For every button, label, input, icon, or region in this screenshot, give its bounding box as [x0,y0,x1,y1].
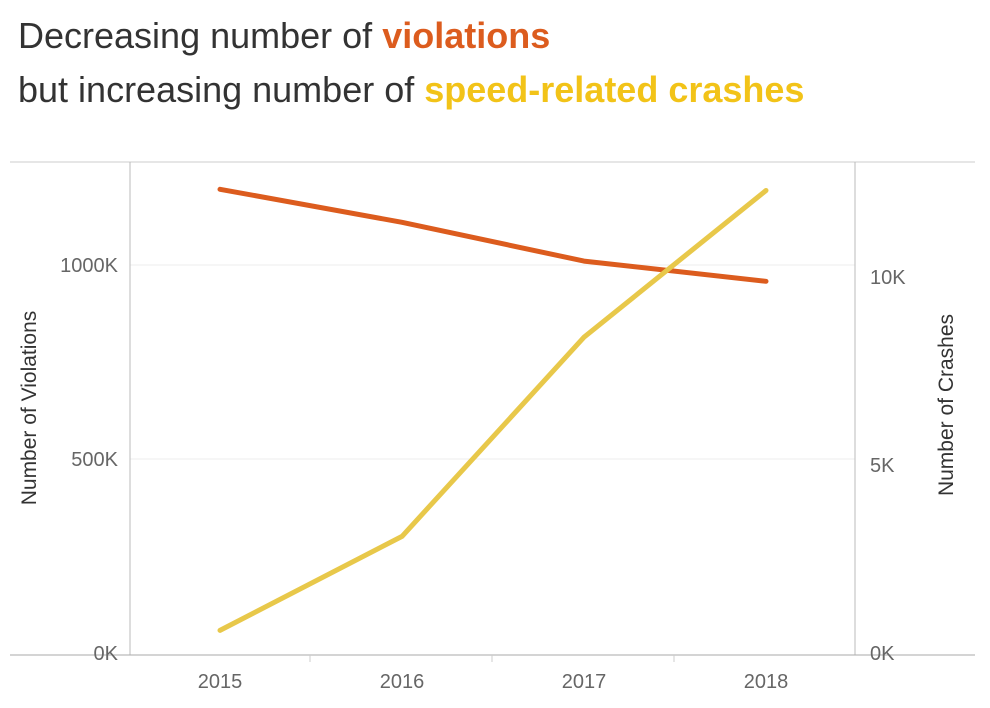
chart-title-line-2: but increasing number of speed-related c… [18,72,804,108]
right-tick-label: 0K [870,643,895,665]
x-axis-ticks: 2015 2016 2017 2018 [198,655,789,693]
right-axis-title: Number of Crashes [935,314,958,496]
right-tick-label: 10K [870,267,906,289]
title-crashes-highlight: speed-related crashes [424,69,805,110]
left-tick-label: 500K [71,449,118,471]
left-tick-label: 0K [94,643,119,665]
left-tick-label: 1000K [60,255,118,277]
title-violations-highlight: violations [382,15,551,56]
series-line-violations [217,186,769,284]
title-line-1-prefix: Decreasing number of [18,15,383,56]
x-tick-label: 2017 [562,671,607,693]
series-line-crashes [217,188,769,633]
right-tick-label: 5K [870,455,895,477]
title-line-2-prefix: but increasing number of [18,69,425,110]
x-tick-label: 2015 [198,671,243,693]
chart-title-line-1: Decreasing number of violations [18,18,550,54]
right-axis-ticks: 0K 5K 10K [870,267,906,665]
series-lines [217,186,769,633]
left-axis-ticks: 0K 500K 1000K [60,255,118,665]
left-axis-title: Number of Violations [18,311,41,506]
x-tick-label: 2018 [744,671,789,693]
grid-lines [130,264,855,460]
x-tick-label: 2016 [380,671,425,693]
